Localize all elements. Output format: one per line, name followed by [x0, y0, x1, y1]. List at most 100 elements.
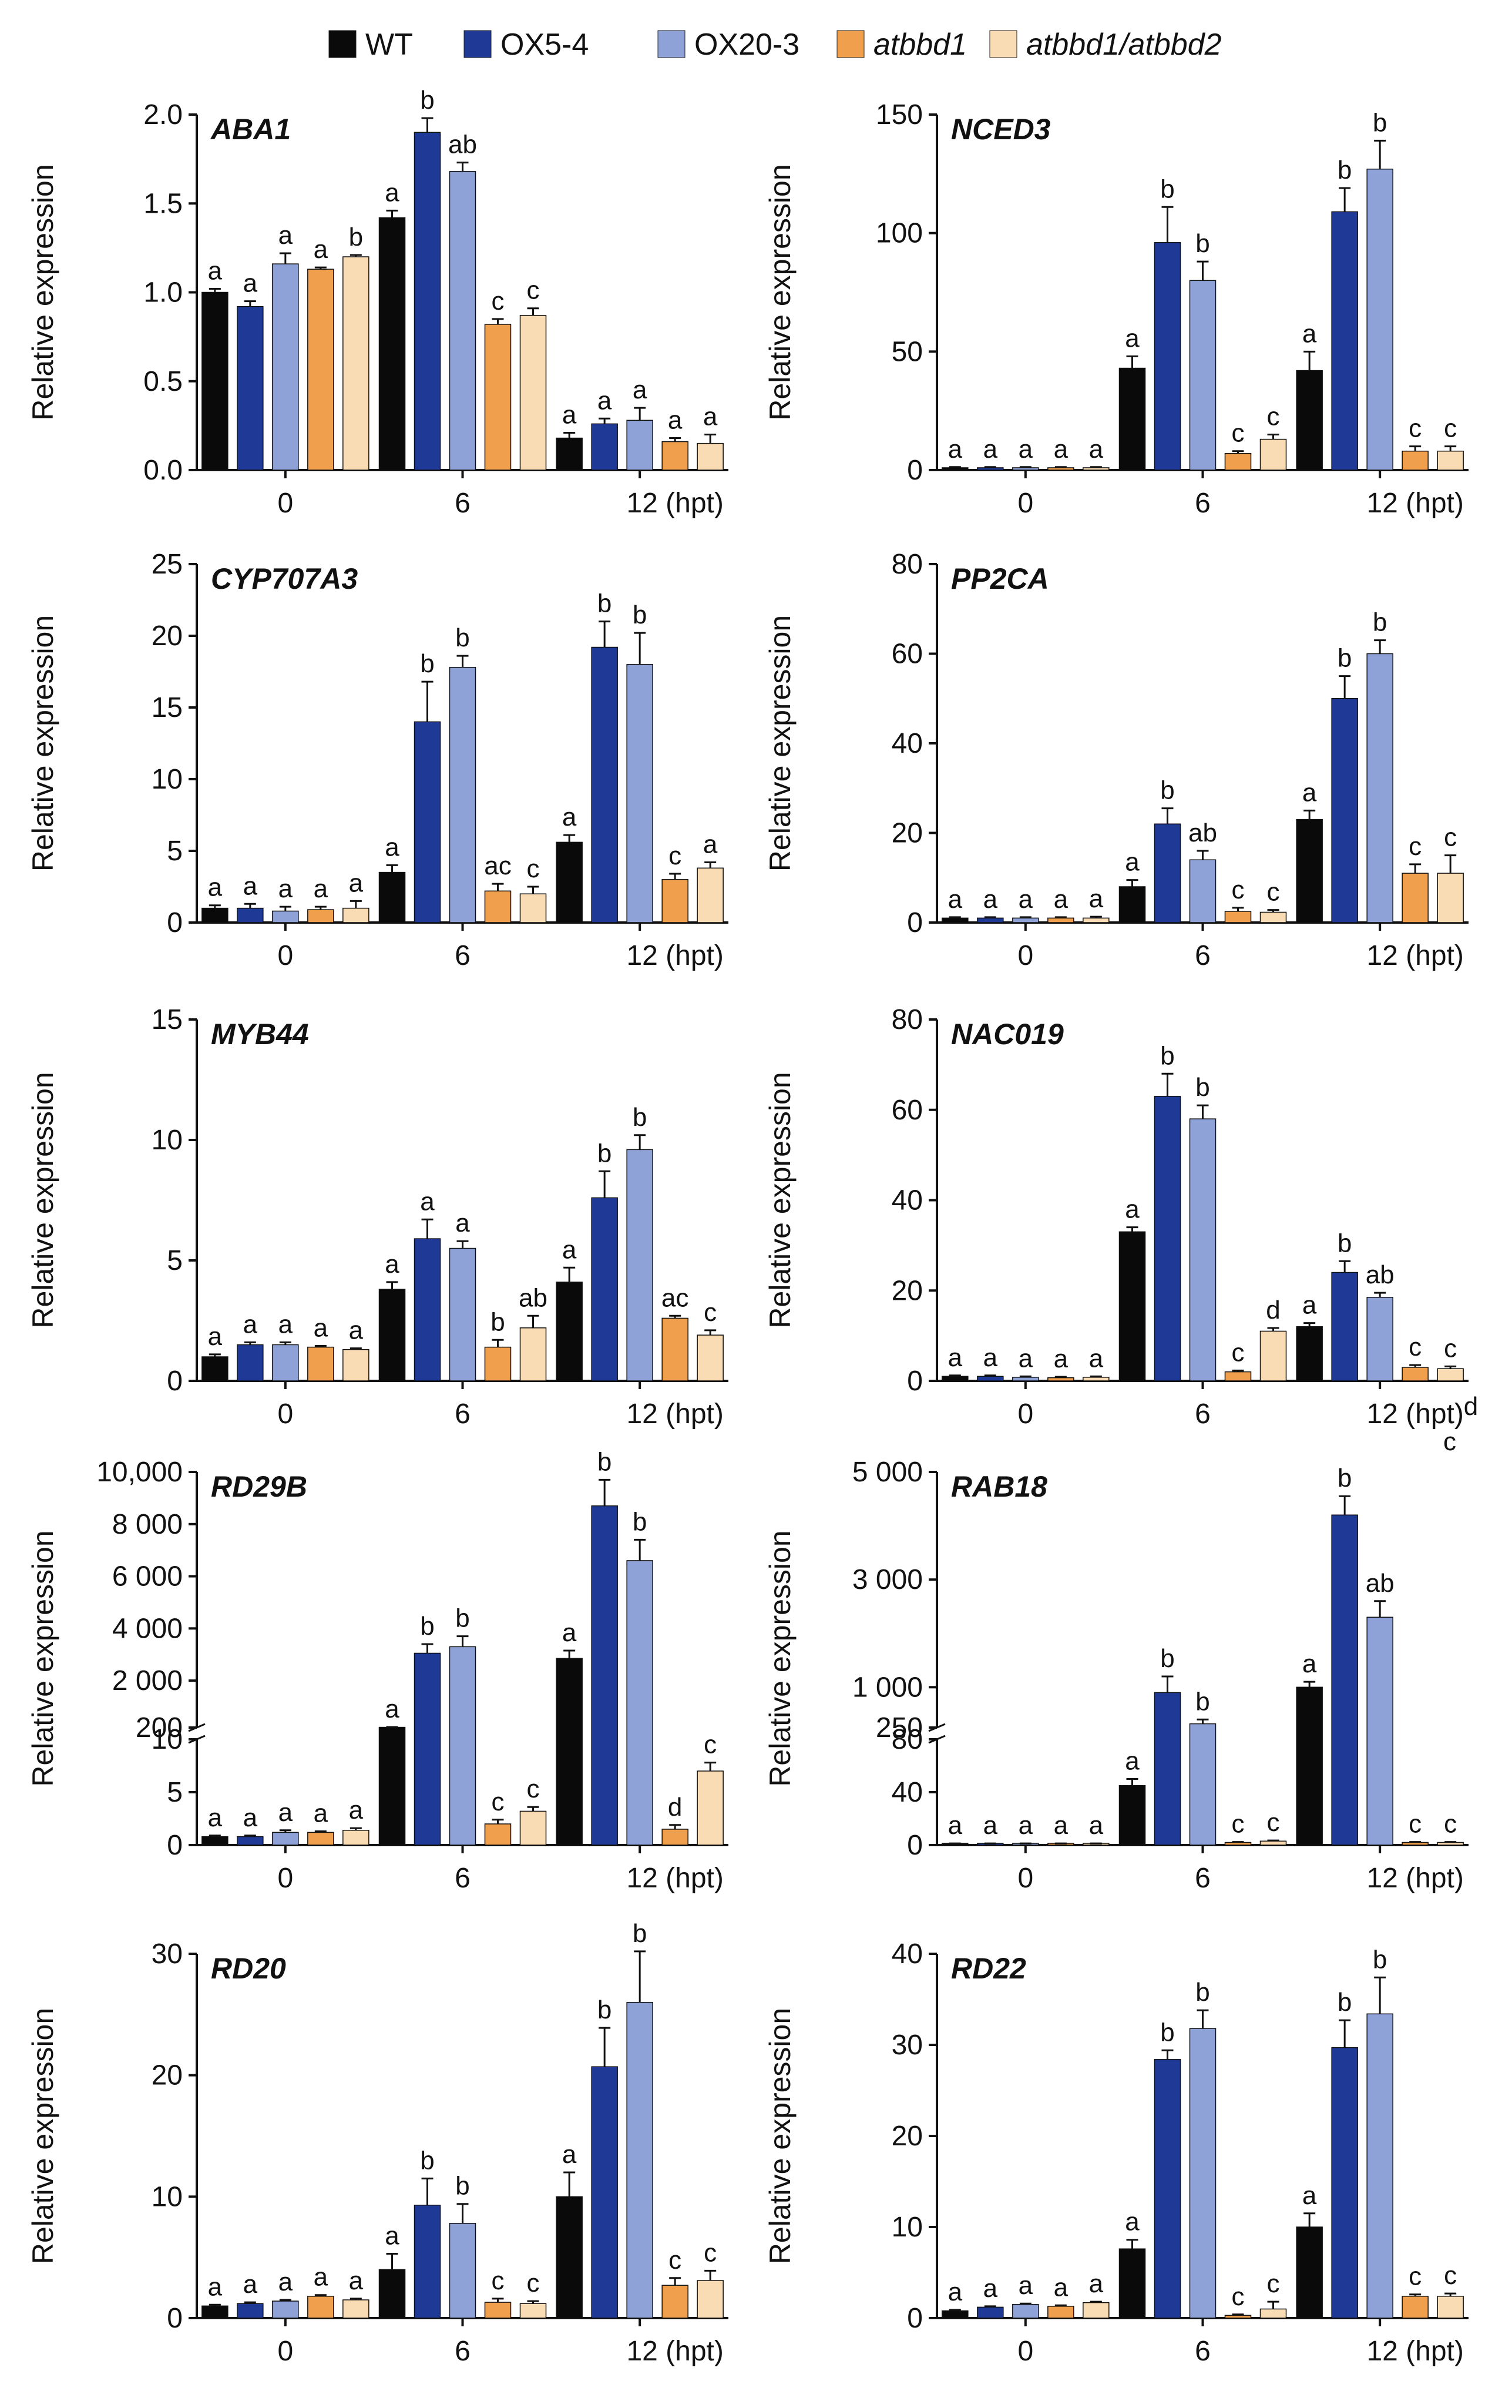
significance-letter: a	[703, 830, 718, 859]
y-tick-label: 10	[152, 1125, 183, 1156]
significance-letter: a	[385, 178, 399, 207]
significance-letter: a	[278, 1798, 293, 1827]
significance-letter: c	[492, 1787, 505, 1816]
significance-letter: a	[420, 1187, 435, 1216]
legend-label-2: OX5-4	[500, 28, 589, 62]
y-tick-label: 0	[907, 455, 923, 486]
significance-letter: ab	[1366, 1260, 1395, 1289]
y-axis-label: Relative expression	[764, 1072, 797, 1328]
significance-letter: a	[633, 375, 647, 404]
bar	[697, 1334, 724, 1381]
bar	[661, 1829, 688, 1846]
bar	[1154, 2059, 1181, 2319]
x-tick-label: 0	[277, 1398, 293, 1430]
bar	[1437, 1842, 1464, 1846]
bar	[1047, 467, 1074, 471]
significance-letter: c	[1444, 2261, 1457, 2290]
bar	[519, 315, 547, 471]
significance-letter: a	[703, 403, 718, 431]
significance-letter: a	[208, 256, 223, 285]
bar	[591, 2066, 618, 2319]
y-tick-label: 80	[892, 549, 923, 580]
significance-letter: a	[278, 221, 293, 250]
y-tick-label: 0	[907, 1830, 923, 1861]
significance-letter: ac	[661, 1283, 688, 1312]
y-tick-label: 4 000	[112, 1613, 183, 1644]
significance-letter: a	[948, 435, 963, 464]
y-tick-label: 1.5	[143, 188, 183, 219]
significance-letter: a	[1019, 435, 1033, 464]
significance-letter: b	[597, 1447, 611, 1476]
y-tick-label: 1 000	[852, 1672, 923, 1703]
x-tick-label: 0	[1017, 488, 1033, 519]
bar	[378, 2269, 406, 2319]
bar	[1118, 886, 1146, 923]
bar	[1224, 1842, 1252, 1846]
y-tick-label: 10	[152, 1724, 183, 1755]
y-tick-label: 0.0	[143, 455, 183, 486]
significance-letter: a	[314, 235, 328, 264]
bar	[1189, 859, 1217, 923]
x-tick-label: 0	[277, 1863, 293, 1894]
significance-letter: a	[562, 1618, 577, 1647]
y-tick-label: 20	[892, 818, 923, 849]
significance-letter: a	[455, 1209, 470, 1237]
bar	[661, 879, 688, 923]
bar	[1402, 1367, 1429, 1381]
x-tick-label: 12 (hpt)	[626, 1863, 723, 1894]
bar	[1296, 2226, 1323, 2319]
y-tick-label: 20	[152, 2060, 183, 2091]
bar	[1259, 1330, 1287, 1381]
significance-letter: a	[1089, 1344, 1104, 1373]
bar	[342, 1349, 369, 1381]
significance-letter: b	[1338, 644, 1352, 673]
panel-aba1: 0.0 0.5 1.0 1.5 2.0 ABA1 Relative expression 0 a…	[26, 86, 728, 519]
significance-letter: a	[1019, 1344, 1033, 1373]
significance-letter: b	[349, 223, 363, 251]
panel-title: RD20	[211, 1952, 286, 1985]
y-axis-label: Relative expression	[764, 615, 797, 871]
significance-letter: c	[1232, 419, 1245, 448]
bar	[1437, 1368, 1464, 1381]
significance-letter: a	[243, 1310, 258, 1339]
bar	[1118, 2248, 1146, 2319]
legend: WT OX5-4 OX20-3 atbbd1 atbbd1/atbbd2	[328, 28, 1222, 62]
significance-letter: c	[1267, 878, 1280, 907]
x-tick-label: 6	[455, 2336, 471, 2367]
significance-letter: c	[1444, 1334, 1457, 1363]
significance-letter: c	[1232, 2282, 1245, 2311]
significance-letter: c	[527, 276, 540, 305]
y-tick-label: 2 000	[112, 1665, 183, 1696]
significance-letter: a	[314, 874, 328, 903]
significance-letter: a	[385, 833, 399, 861]
panel-title: MYB44	[211, 1018, 309, 1051]
bar	[591, 1197, 618, 1381]
significance-letter: a	[1054, 1811, 1069, 1840]
significance-letter: c	[668, 841, 681, 870]
bar	[556, 2196, 583, 2319]
bar	[942, 917, 969, 923]
bar	[414, 1652, 441, 1846]
bar	[556, 1658, 583, 1846]
bar	[942, 2310, 969, 2319]
significance-letter: b	[1338, 1988, 1352, 2017]
significance-letter: b	[633, 1919, 647, 1948]
annotation-letter: c	[1443, 1427, 1456, 1456]
significance-letter: a	[562, 1235, 577, 1264]
significance-letter: a	[983, 1343, 998, 1372]
significance-letter: b	[1338, 1229, 1352, 1257]
significance-letter: a	[597, 386, 612, 415]
bar	[1047, 1377, 1074, 1381]
panel-title: PP2CA	[951, 562, 1049, 595]
bar	[414, 721, 441, 923]
x-tick-label: 12 (hpt)	[1366, 488, 1463, 519]
significance-letter: a	[243, 1803, 258, 1832]
bar	[201, 1356, 229, 1381]
significance-letter: c	[1267, 1808, 1280, 1837]
significance-letter: a	[983, 885, 998, 914]
x-tick-label: 6	[1195, 2336, 1211, 2367]
y-tick-label: 40	[892, 1939, 923, 1970]
bar	[1154, 1095, 1181, 1381]
